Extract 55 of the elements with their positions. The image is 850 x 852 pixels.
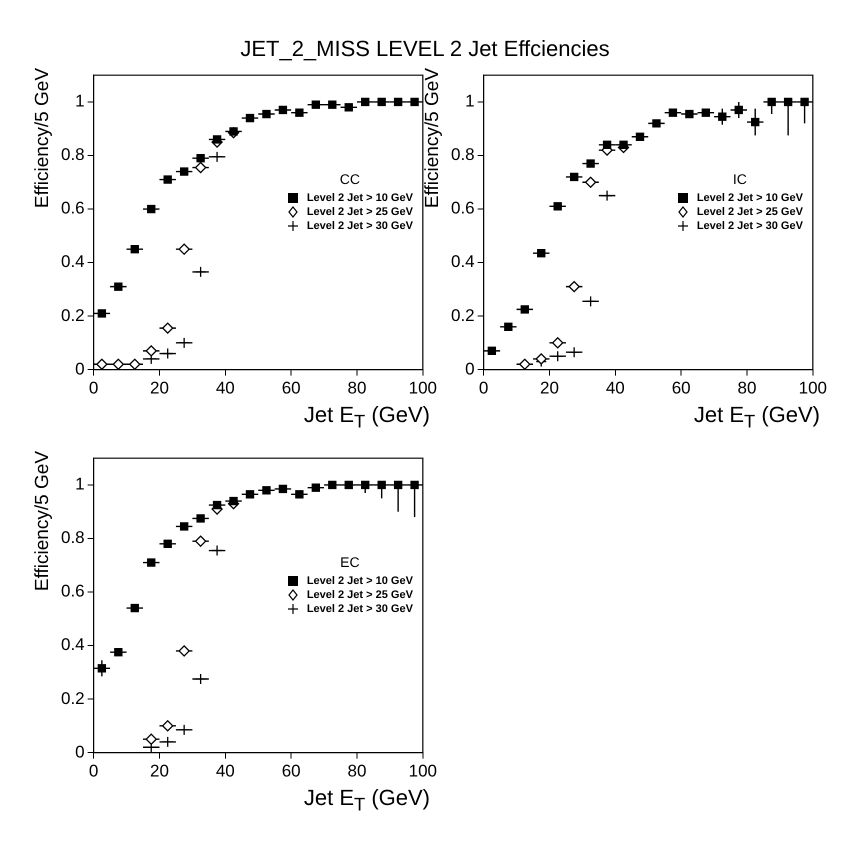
x-tick-label: 0 — [88, 761, 98, 780]
y-tick-label: 0 — [75, 742, 85, 762]
x-axis-title: Jet E$_{T}$ (GeV) — [694, 402, 820, 432]
y-tick-label: 0.2 — [450, 306, 475, 325]
legend-label: Level 2 Jet > 25 GeV — [306, 205, 413, 220]
x-tick-label: 40 — [216, 761, 235, 780]
y-tick-label: 0.6 — [60, 198, 85, 218]
x-tick-label: 100 — [408, 378, 438, 398]
x-tick-label: 60 — [282, 761, 301, 780]
y-axis-title: Efficiency/5 GeV — [32, 451, 54, 592]
x-axis-title: Jet E$_{T}$ (GeV) — [304, 784, 430, 815]
annotation: IC — [732, 171, 748, 188]
y-axis-title: Efficiency/5 GeV — [32, 68, 54, 208]
x-tick-label: 20 — [150, 761, 169, 780]
annotation: CC — [338, 171, 361, 188]
legend-label: Level 2 Jet > 25 GeV — [696, 205, 803, 220]
legend-label: Level 2 Jet > 30 GeV — [306, 219, 413, 234]
y-tick-label: 0.6 — [450, 198, 475, 218]
y-tick-label: 0.4 — [60, 635, 85, 654]
legend-label: Level 2 Jet > 10 GeV — [306, 574, 413, 588]
chart-title: JET_2_MISS LEVEL 2 Jet Effciencies — [239, 36, 611, 62]
x-tick-label: 20 — [540, 378, 559, 398]
annotation: EC — [339, 554, 361, 570]
x-axis-title: Jet E$_{T}$ (GeV) — [304, 402, 430, 432]
x-tick-label: 100 — [408, 761, 438, 780]
y-tick-label: 0.8 — [450, 145, 475, 164]
y-tick-label: 0 — [465, 359, 475, 378]
x-tick-label: 20 — [150, 378, 169, 398]
legend-label: Level 2 Jet > 25 GeV — [306, 588, 413, 602]
legend-label: Level 2 Jet > 10 GeV — [696, 191, 803, 206]
y-tick-label: 0.4 — [450, 252, 475, 272]
y-tick-label: 0.8 — [60, 145, 85, 164]
x-tick-label: 80 — [348, 378, 366, 398]
x-tick-label: 60 — [672, 378, 691, 398]
x-tick-label: 40 — [606, 378, 625, 398]
y-tick-label: 0.8 — [60, 528, 85, 548]
legend-label: Level 2 Jet > 30 GeV — [696, 219, 803, 234]
y-tick-label: 1 — [75, 92, 85, 111]
legend-label: Level 2 Jet > 10 GeV — [306, 191, 413, 206]
y-axis-title: Efficiency/5 GeV — [422, 68, 444, 208]
x-tick-label: 60 — [282, 378, 301, 398]
y-tick-label: 0.6 — [60, 582, 85, 601]
y-tick-label: 0 — [75, 359, 85, 378]
y-tick-label: 0.4 — [60, 252, 85, 272]
x-tick-label: 80 — [738, 378, 756, 398]
y-tick-label: 1 — [465, 92, 475, 111]
x-tick-label: 40 — [216, 378, 235, 398]
y-tick-label: 0.2 — [60, 306, 85, 325]
legend-label: Level 2 Jet > 30 GeV — [306, 602, 413, 616]
x-tick-label: 80 — [348, 761, 366, 780]
x-tick-label: 100 — [798, 378, 828, 398]
y-tick-label: 0.2 — [60, 688, 85, 708]
y-tick-label: 1 — [75, 474, 85, 494]
x-tick-label: 0 — [88, 378, 98, 398]
x-tick-label: 0 — [478, 378, 488, 398]
